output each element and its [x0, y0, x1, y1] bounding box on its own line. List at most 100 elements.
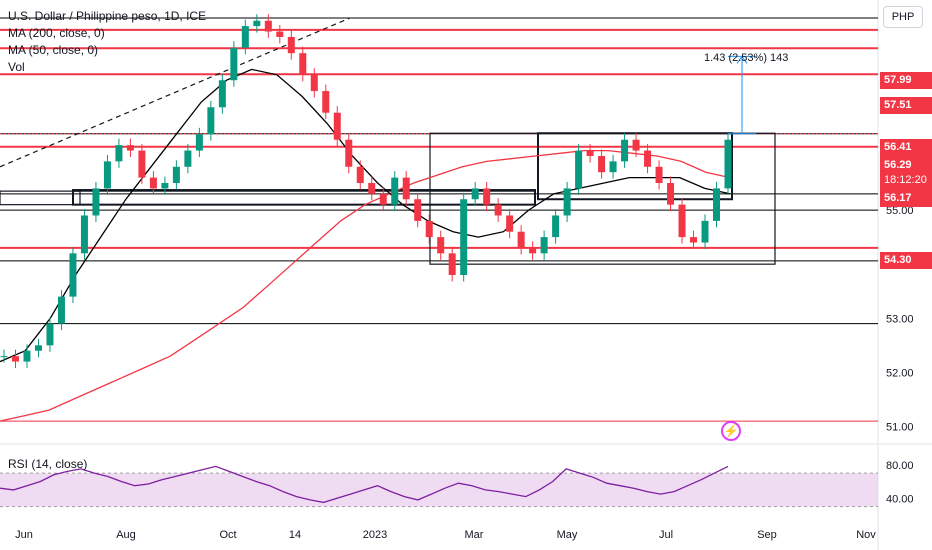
price-tag-56-41: 56.41: [880, 139, 932, 156]
ma50-line: [0, 68, 731, 363]
candle-body: [218, 80, 226, 108]
candle-body: [425, 220, 433, 238]
x-tick-label: 14: [289, 529, 301, 541]
candle-body: [586, 150, 594, 156]
candle-body: [563, 188, 571, 216]
y-tick-label: 51.00: [886, 421, 914, 433]
candle-body: [552, 215, 560, 238]
rsi-band: [0, 473, 878, 507]
candle-body: [644, 150, 652, 167]
candle-body: [310, 74, 318, 92]
candle-body: [23, 350, 31, 362]
candle-body: [667, 183, 675, 205]
candle-body: [92, 188, 100, 216]
measure-label: 1.43 (2.53%) 143: [704, 52, 789, 64]
candle-body: [322, 91, 330, 113]
rectangle-drawing-bold: [72, 189, 536, 206]
legend-rsi[interactable]: RSI (14, close): [8, 457, 88, 471]
candle-body: [701, 220, 709, 243]
time-axis: Jun Aug Oct 14 2023 Mar May Jul Sep Nov: [15, 529, 876, 541]
currency-button[interactable]: PHP: [883, 6, 923, 28]
y-tick-label: 53.00: [886, 313, 914, 325]
candle-body: [471, 188, 479, 200]
lightning-icon[interactable]: ⚡: [721, 421, 741, 441]
x-tick-label: Sep: [757, 529, 777, 541]
candle-body: [34, 345, 42, 351]
rsi-series: [0, 465, 729, 504]
candle-body: [333, 112, 341, 140]
ma200-series: [0, 149, 731, 422]
last-price: 56.29: [884, 159, 912, 171]
candle-body: [529, 247, 537, 254]
candle-body: [126, 145, 134, 151]
measure-tool: [728, 55, 756, 135]
horizontal-levels: [0, 17, 878, 422]
candle-body: [402, 177, 410, 200]
price-tag-57-51: 57.51: [880, 97, 932, 114]
candle-body: [46, 323, 54, 346]
candle-body: [448, 253, 456, 275]
candle-body: [356, 166, 364, 184]
legend-ma200[interactable]: MA (200, close, 0): [8, 26, 105, 40]
x-tick-label: Nov: [856, 529, 876, 541]
candle-body: [161, 183, 169, 189]
candle-body: [253, 20, 261, 27]
candle-body: [207, 107, 215, 135]
candle-body: [690, 237, 698, 243]
candle-body: [230, 47, 238, 81]
candle-body: [172, 166, 180, 184]
legend-symbol[interactable]: U.S. Dollar / Philippine peso, 1D, ICE: [8, 9, 207, 23]
candle-body: [138, 150, 146, 178]
bar-countdown: 18:12:20: [884, 174, 927, 186]
legend-ma50[interactable]: MA (50, close, 0): [8, 43, 99, 57]
price-tag-56-17: 56.17: [880, 190, 932, 207]
y-tick-label: 55.00: [886, 205, 914, 217]
candle-body: [494, 204, 502, 216]
x-tick-label: Aug: [116, 529, 136, 541]
last-price-tag: 56.29 18:12:20: [880, 156, 932, 190]
x-tick-label: Mar: [465, 529, 484, 541]
candle-body: [299, 53, 307, 75]
candle-body: [241, 26, 249, 48]
candle-body: [713, 188, 721, 221]
candle-body: [460, 199, 468, 275]
candle-body: [115, 145, 123, 162]
candle-body: [609, 161, 617, 173]
candle-body: [632, 139, 640, 151]
candle-body: [437, 237, 445, 254]
rectangle-drawing: [0, 190, 81, 206]
legend-vol[interactable]: Vol: [8, 60, 25, 74]
candle-body: [391, 177, 399, 205]
candle-body: [575, 150, 583, 189]
candle-body: [655, 166, 663, 184]
x-tick-label: Jul: [659, 529, 673, 541]
candle-body: [264, 20, 272, 32]
measure-arrow: [736, 55, 748, 64]
rsi-pane: [0, 465, 878, 508]
candle-body: [598, 155, 606, 173]
price-tag-54-30: 54.30: [880, 252, 932, 269]
rsi-tick-label: 40.00: [886, 493, 914, 505]
y-tick-label: 52.00: [886, 367, 914, 379]
candle-body: [11, 356, 19, 362]
x-tick-label: 2023: [363, 529, 387, 541]
candle-body: [345, 139, 353, 167]
candle-body: [276, 31, 284, 37]
candle-body: [0, 356, 8, 358]
candle-body: [57, 296, 65, 324]
ma200-line: [0, 149, 731, 422]
ma50-series: [0, 68, 731, 363]
candle-body: [184, 150, 192, 167]
candle-body: [517, 231, 525, 248]
chart-legend: U.S. Dollar / Philippine peso, 1D, ICE M…: [8, 8, 206, 76]
candle-body: [724, 139, 732, 189]
candle-body: [368, 183, 376, 194]
rsi-tick-label: 80.00: [886, 460, 914, 472]
candle-body: [195, 134, 203, 151]
x-tick-label: Oct: [219, 529, 236, 541]
candle-body: [678, 204, 686, 238]
candle-body: [483, 188, 491, 205]
candle-body: [287, 36, 295, 54]
